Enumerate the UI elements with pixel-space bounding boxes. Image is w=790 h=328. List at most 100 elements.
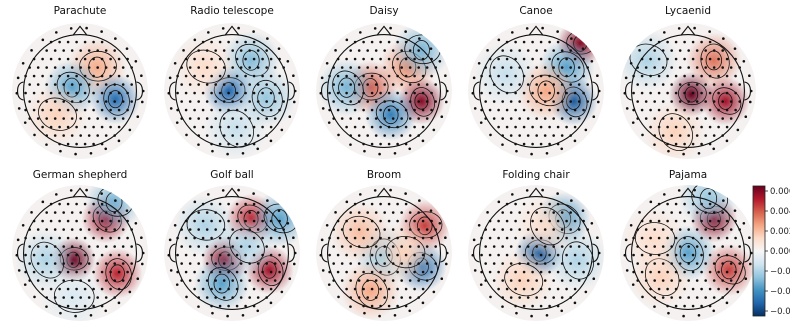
sensor-marker [556,192,559,195]
sensor-marker [670,228,673,231]
sensor-marker [36,117,40,120]
sensor-marker [328,91,331,95]
sensor-marker [693,188,696,192]
sensor-marker [425,245,429,248]
sensor-markers [15,188,145,318]
sensor-marker [722,37,725,40]
sensor-marker [704,228,707,231]
sensor-marker [653,134,656,137]
sensor-marker [353,253,357,257]
sensor-marker [539,40,543,44]
sensor-marker [509,134,513,137]
colorbar-tick-label: 0.000 [770,247,790,257]
sensor-marker [708,236,712,240]
sensor-marker [45,296,48,299]
sensor-marker [391,279,395,282]
sensor-marker [678,211,682,214]
sensor-marker [661,296,665,299]
sensor-marker [663,193,666,196]
sensor-marker [336,219,340,223]
sensor-marker [552,211,555,214]
sensor-marker [704,49,707,52]
sensor-marker [252,57,256,61]
sensor-marker [121,245,125,248]
sensor-marker [531,202,534,206]
sensor-marker [488,219,492,223]
sensor-marker [738,100,741,103]
sensor-marker [211,311,214,315]
sensor-marker [79,117,82,120]
sensor-marker [235,40,239,44]
sensor-marker [472,238,476,242]
sensor-marker [501,66,504,69]
sensor-marker [41,38,45,42]
sensor-marker [100,142,104,146]
sensor-marker [45,117,48,120]
sensor-marker [214,211,217,214]
sensor-marker [53,100,57,103]
sensor-marker [649,219,652,223]
sensor-marker [205,211,209,214]
sensor-marker [497,270,500,274]
sensor-marker [244,219,247,223]
sensor-marker [417,245,420,248]
sensor-marker [653,228,656,231]
sensor-marker [334,49,337,52]
sensor-marker [518,66,521,69]
sensor-marker [345,219,348,223]
sensor-marker [340,117,344,120]
sensor-marker [674,40,678,44]
sensor-marker [444,100,448,104]
sensor-marker [573,108,577,112]
sensor-marker [421,301,425,305]
sensor-marker [92,270,95,274]
sensor-marker [391,83,395,86]
sensor-marker [573,287,577,291]
sensor-marker [24,108,27,112]
sensor-marker [336,253,340,257]
sensor-marker [188,245,192,248]
colorbar-tick-label: 0.006 [770,187,790,197]
sensor-marker [691,142,695,146]
sensor-marker [32,236,36,240]
sensor-marker [691,74,695,78]
sensor-marker [66,270,70,274]
sensor-marker [657,57,661,61]
sensor-marker [644,66,648,69]
sensor-marker [231,83,234,86]
sensor-marker [683,287,686,291]
sensor-marker [484,117,487,120]
sensor-marker [729,279,733,282]
sensor-marker [421,139,425,143]
sensor-marker [244,125,247,129]
sensor-marker [738,228,741,231]
sensor-marker [556,202,560,206]
contour-line [242,50,260,71]
sensor-marker [509,262,513,265]
extremum-positive [24,83,88,147]
sensor-marker [729,245,733,248]
sensor-marker [197,296,200,299]
sensor-marker [577,262,581,265]
sensor-marker [58,57,61,61]
sensor-marker [408,262,412,265]
sensor-marker [53,245,57,248]
sensor-marker [49,108,53,112]
sensor-marker [522,270,526,274]
sensor-marker [408,66,412,69]
sensor-marker [700,219,703,223]
sensor-marker [363,311,366,315]
sensor-marker [49,57,53,61]
sensor-marker [391,134,395,137]
sensor-marker [327,121,331,124]
sensor-marker [58,304,61,308]
sensor-marker [573,253,577,257]
sensor-marker [632,108,635,112]
sensor-marker [256,262,260,265]
sensor-marker [231,134,234,137]
sensor-marker [265,134,268,137]
sensor-marker [413,91,416,95]
sensor-marker [201,219,205,223]
sensor-marker [748,262,752,266]
sensor-marker [569,134,572,137]
